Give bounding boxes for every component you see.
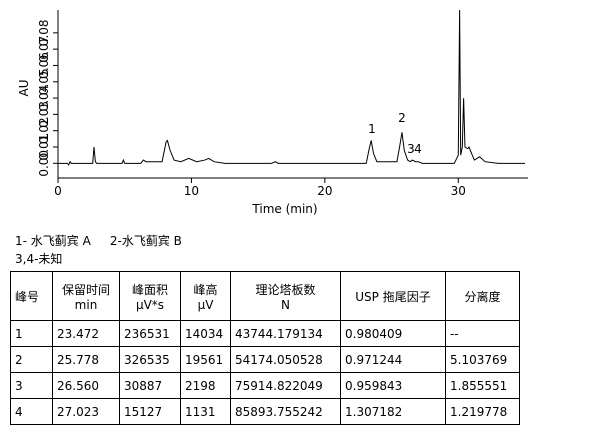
y-tick-label: 0.07 xyxy=(37,36,51,63)
y-tick-label: 0.01 xyxy=(37,134,51,161)
cell: 1.219778 xyxy=(445,398,520,425)
x-tick-label: 30 xyxy=(451,184,466,198)
y-tick-label: 0.04 xyxy=(37,85,51,112)
peak-label: 3 xyxy=(407,142,415,156)
header-cell: 峰号 xyxy=(10,271,53,321)
cell: 19561 xyxy=(180,346,231,373)
cell: 27.023 xyxy=(52,398,120,425)
cell: 23.472 xyxy=(52,320,120,347)
header-cell: 峰面积 µV*s xyxy=(119,271,181,321)
cell: 25.778 xyxy=(52,346,120,373)
peak-label: 1 xyxy=(368,122,376,136)
header-text: 峰号 xyxy=(15,289,40,304)
cell: 326535 xyxy=(119,346,181,373)
header-text: µV*s xyxy=(135,297,165,312)
peak-label: 2 xyxy=(398,111,406,125)
header-cell: 峰高 µV xyxy=(180,271,231,321)
cell: 0.959843 xyxy=(340,372,446,399)
note: 1- 水飞蓟宾 A 2-水飞蓟宾 B xyxy=(15,234,182,248)
cell: 26.560 xyxy=(52,372,120,399)
header-row: 峰号 保留时间 min 峰面积 µV*s 峰高 µV 理论塔板数 N USP 拖尾因子 分离度 xyxy=(10,271,520,321)
cell: 75914.822049 xyxy=(230,372,341,399)
y-tick-label: 0.05 xyxy=(37,68,51,95)
cell: 85893.755242 xyxy=(230,398,341,425)
header-text: USP 拖尾因子 xyxy=(355,289,431,304)
cell: 0.971244 xyxy=(340,346,446,373)
cell: 54174.050528 xyxy=(230,346,341,373)
row: 2 25.778 326535 19561 54174.050528 0.971244 5.… xyxy=(10,346,520,373)
x-tick-label: 20 xyxy=(317,184,332,198)
y-tick-label: 0.03 xyxy=(37,101,51,128)
row: 4 27.023 15127 1131 85893.755242 1.307182 1.21… xyxy=(10,398,520,425)
cell: 236531 xyxy=(119,320,181,347)
y-tick-label: 0.02 xyxy=(37,117,51,144)
header-cell: 保留时间 min xyxy=(52,271,120,321)
cell: 2198 xyxy=(180,372,231,399)
header-text: N xyxy=(281,297,290,312)
row: 1 23.472 236531 14034 43744.179134 0.980409 -- xyxy=(10,320,520,347)
header-text: 分离度 xyxy=(464,289,501,304)
header-cell: 分离度 xyxy=(445,271,520,321)
header-cell: 理论塔板数 N xyxy=(230,271,341,321)
cell: 14034 xyxy=(180,320,231,347)
cell: 1.307182 xyxy=(340,398,446,425)
x-axis-label: Time (min) xyxy=(251,202,317,216)
trace xyxy=(58,9,525,166)
header-text: 峰面积 xyxy=(131,282,168,297)
x-tick-label: 0 xyxy=(54,184,62,198)
header-text: min xyxy=(74,297,98,312)
header-text: 峰高 xyxy=(193,282,218,297)
results-table: 峰号 保留时间 min 峰面积 µV*s 峰高 µV 理论塔板数 N USP 拖尾因子 分离度 1 23… xyxy=(10,271,520,425)
note: 3,4-未知 xyxy=(15,252,63,266)
cell: 1.855551 xyxy=(445,372,520,399)
cell: 4 xyxy=(10,398,53,425)
cell: 1 xyxy=(10,320,53,347)
cell: -- xyxy=(445,320,520,347)
cell: 5.103769 xyxy=(445,346,520,373)
header-text: 保留时间 xyxy=(61,282,110,297)
y-tick-label: 0.08 xyxy=(37,19,51,46)
cell: 30887 xyxy=(119,372,181,399)
y-axis-label: AU xyxy=(17,80,31,97)
cell: 3 xyxy=(10,372,53,399)
row: 3 26.560 30887 2198 75914.822049 0.959843 1.85… xyxy=(10,372,520,399)
x-tick-label: 10 xyxy=(184,184,199,198)
header-cell: USP 拖尾因子 xyxy=(340,271,446,321)
header-text: µV xyxy=(197,297,214,312)
cell: 1131 xyxy=(180,398,231,425)
y-tick-label: 0.06 xyxy=(37,52,51,79)
peak-label: 4 xyxy=(414,142,422,156)
cell: 15127 xyxy=(119,398,181,425)
chart: Time (min) AU 0 10 20 300.000.010.020.030.0… xyxy=(17,9,528,216)
header-text: 理论塔板数 xyxy=(255,282,316,297)
y-tick-label: 0.00 xyxy=(37,150,51,177)
cell: 43744.179134 xyxy=(230,320,341,347)
cell: 0.980409 xyxy=(340,320,446,347)
cell: 2 xyxy=(10,346,53,373)
